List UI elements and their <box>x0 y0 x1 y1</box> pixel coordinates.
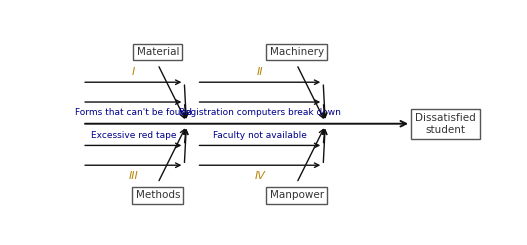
Text: Manpower: Manpower <box>270 190 324 200</box>
Text: Dissatisfied
student: Dissatisfied student <box>415 113 476 135</box>
Text: III: III <box>129 171 138 181</box>
Text: Forms that can't be found: Forms that can't be found <box>75 108 192 117</box>
Text: II: II <box>257 67 263 77</box>
Text: Machinery: Machinery <box>270 47 324 57</box>
Text: I: I <box>132 67 135 77</box>
Text: Methods: Methods <box>135 190 180 200</box>
Text: Excessive red tape: Excessive red tape <box>91 131 176 140</box>
Text: Faculty not available: Faculty not available <box>213 131 307 140</box>
Text: Registration computers break down: Registration computers break down <box>179 108 341 117</box>
Text: Material: Material <box>136 47 179 57</box>
Text: IV: IV <box>255 171 265 181</box>
